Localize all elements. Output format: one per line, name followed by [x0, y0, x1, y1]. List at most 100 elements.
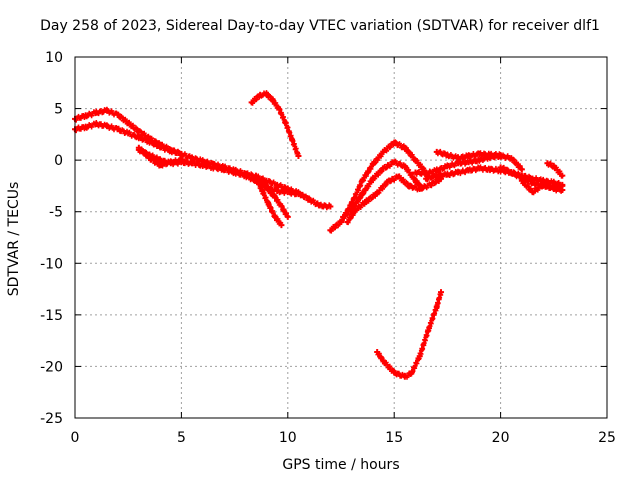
data-point	[455, 155, 462, 162]
data-point	[486, 166, 493, 173]
data-track-line	[136, 147, 300, 198]
data-point	[295, 153, 302, 160]
plot-frame	[74, 56, 608, 419]
y-tick-label: -20	[40, 359, 63, 375]
data-point	[550, 163, 557, 170]
data-point	[416, 186, 423, 193]
data-point	[295, 191, 302, 198]
data-point	[135, 128, 142, 135]
data-point	[455, 169, 462, 176]
data-point	[518, 177, 525, 184]
data-point	[272, 194, 279, 201]
data-point	[274, 181, 281, 188]
data-series-15	[518, 177, 566, 196]
y-tick-label: -15	[40, 308, 63, 324]
x-tick-label: 15	[385, 430, 403, 446]
data-point	[363, 198, 370, 205]
data-point	[476, 157, 483, 164]
data-point	[433, 172, 440, 179]
data-point	[412, 157, 419, 164]
data-point	[374, 348, 381, 355]
data-point	[157, 162, 164, 169]
data-point	[476, 165, 483, 172]
data-point	[114, 111, 121, 118]
data-series-16	[544, 160, 566, 179]
data-point	[263, 91, 270, 98]
data-point	[167, 159, 174, 166]
y-tick-label: 0	[54, 153, 63, 169]
data-point	[338, 219, 344, 226]
data-point	[433, 148, 440, 155]
data-point	[425, 327, 432, 334]
y-axis-label: SDTVAR / TECUs	[6, 181, 22, 297]
data-point	[327, 227, 334, 234]
data-point	[369, 161, 376, 168]
data-point	[282, 120, 289, 127]
data-point	[257, 92, 264, 99]
data-point	[476, 150, 483, 157]
data-point	[529, 179, 536, 186]
data-point	[380, 165, 387, 172]
data-point	[444, 171, 451, 178]
data-point	[391, 139, 398, 146]
data-point	[359, 191, 366, 198]
y-tick-label: 10	[45, 50, 63, 66]
x-tick-label: 0	[71, 430, 80, 446]
data-point	[135, 134, 142, 141]
data-point	[157, 141, 164, 148]
data-point	[395, 173, 402, 180]
data-series-2	[72, 106, 185, 158]
data-point	[559, 187, 566, 194]
data-point	[248, 99, 255, 106]
data-point	[114, 126, 121, 133]
data-point	[384, 178, 391, 185]
data-point	[374, 190, 381, 197]
data-point	[125, 130, 132, 137]
data-point	[265, 201, 272, 208]
data-point	[369, 175, 376, 182]
data-point	[265, 187, 272, 194]
data-point	[406, 182, 413, 189]
data-point	[252, 174, 259, 181]
y-tick-label: -5	[49, 205, 63, 221]
data-point	[465, 159, 472, 166]
data-point	[125, 120, 132, 127]
data-point	[401, 373, 408, 380]
data-point	[199, 162, 206, 169]
data-point	[278, 203, 285, 210]
data-point	[497, 151, 504, 158]
data-point	[93, 121, 100, 128]
data-point	[352, 206, 359, 213]
data-point	[508, 169, 515, 176]
y-tick-label: -10	[40, 256, 63, 272]
data-point	[269, 97, 276, 104]
data-point	[220, 166, 227, 173]
data-point	[272, 213, 279, 220]
data-point	[444, 151, 451, 158]
data-point	[316, 202, 323, 209]
data-point	[497, 164, 504, 171]
data-point	[465, 153, 472, 160]
data-point	[167, 146, 174, 153]
data-point	[276, 106, 283, 113]
data-series-6	[252, 174, 285, 229]
data-series-17	[374, 289, 445, 380]
data-point	[444, 163, 451, 170]
x-tick-label: 5	[177, 430, 186, 446]
data-point	[284, 213, 291, 220]
data-point	[559, 172, 566, 179]
data-series-4	[135, 144, 196, 169]
data-point	[146, 135, 153, 142]
data-point	[306, 196, 313, 203]
data-point	[231, 169, 238, 176]
data-point	[486, 151, 493, 158]
y-tick-label: -25	[40, 411, 63, 427]
data-point	[189, 155, 196, 162]
data-series-9	[340, 158, 445, 221]
data-point	[82, 112, 89, 119]
data-point	[380, 358, 387, 365]
data-point	[544, 160, 551, 167]
data-point	[423, 170, 430, 177]
data-point	[103, 123, 110, 130]
